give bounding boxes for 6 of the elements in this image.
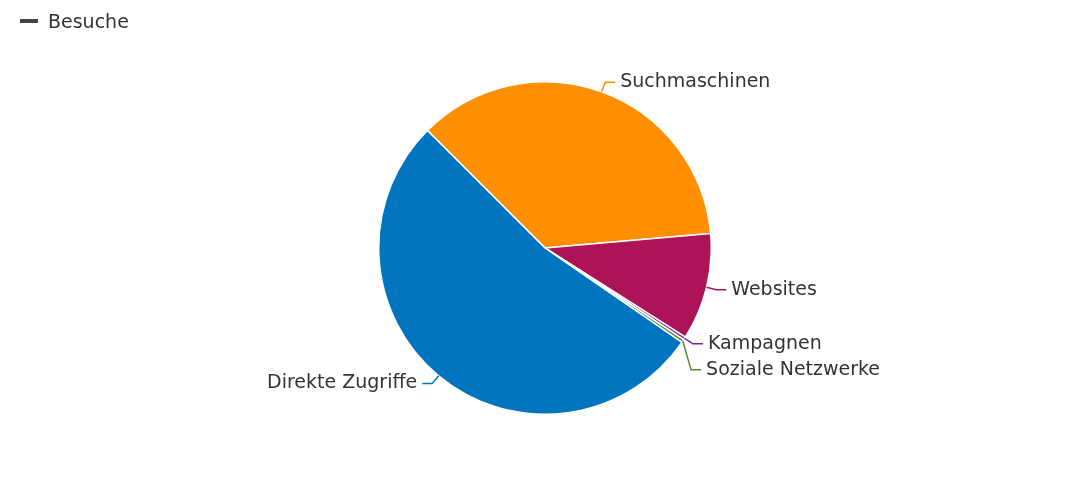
slice-label: Websites <box>731 276 817 299</box>
slice-label: Soziale Netzwerke <box>706 356 881 379</box>
slice-label: Direkte Zugriffe <box>267 370 418 393</box>
slice-label: Besuche <box>48 10 129 32</box>
slice-label: Kampagnen <box>707 330 822 353</box>
slice-label: Suchmaschinen <box>620 69 771 92</box>
